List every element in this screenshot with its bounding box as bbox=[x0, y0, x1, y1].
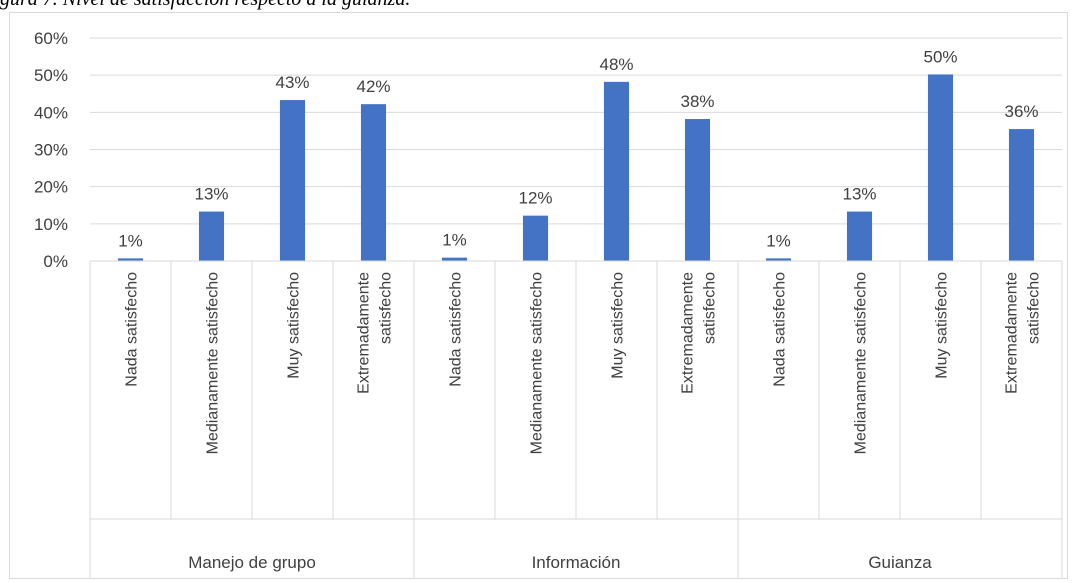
gridlines bbox=[90, 37, 1062, 225]
bar bbox=[927, 74, 954, 261]
group-labels: Manejo de grupo Información Guianza bbox=[188, 553, 932, 572]
y-tick-label: 40% bbox=[34, 103, 68, 122]
group-label: Guianza bbox=[868, 553, 932, 572]
y-tick-label: 0% bbox=[43, 252, 68, 271]
data-label: 36% bbox=[1004, 102, 1038, 121]
data-label: 13% bbox=[842, 185, 876, 204]
data-label: 1% bbox=[442, 231, 467, 250]
category-label: Muy satisfecho bbox=[610, 272, 627, 379]
category-axis bbox=[89, 260, 1063, 578]
y-tick-label: 30% bbox=[34, 141, 68, 160]
data-label: 50% bbox=[923, 47, 957, 66]
category-labels: Nada satisfecho Medianamente satisfecho Mu… bbox=[124, 272, 1043, 454]
figure-caption: gura 7. Nivel de satisfacción respecto a… bbox=[0, 0, 1075, 12]
bar bbox=[441, 257, 468, 261]
category-label: Medianamente satisfecho bbox=[205, 272, 222, 454]
bar bbox=[603, 81, 630, 262]
data-labels: 1% 13% 43% 42% 1% 12% 48% 38% 1% 13% 50% 36% bbox=[118, 47, 1038, 250]
bar bbox=[522, 215, 549, 261]
data-label: 48% bbox=[599, 55, 633, 74]
chart-frame bbox=[9, 12, 1068, 579]
bar bbox=[360, 104, 387, 261]
bars bbox=[117, 74, 1035, 262]
data-label: 12% bbox=[518, 189, 552, 208]
category-label: Extremadamente satisfecho bbox=[1004, 272, 1043, 394]
bar bbox=[1008, 129, 1035, 261]
bar bbox=[279, 100, 306, 262]
data-label: 42% bbox=[356, 77, 390, 96]
bar bbox=[765, 258, 792, 261]
bar bbox=[684, 119, 711, 261]
y-tick-label: 20% bbox=[34, 178, 68, 197]
y-tick-label: 50% bbox=[34, 66, 68, 85]
data-label: 38% bbox=[680, 92, 714, 111]
category-label: Medianamente satisfecho bbox=[853, 272, 870, 454]
category-label: Nada satisfecho bbox=[124, 272, 141, 387]
y-axis-tick-labels: 0% 10% 20% 30% 40% 50% 60% bbox=[34, 29, 68, 271]
group-label: Manejo de grupo bbox=[188, 553, 316, 572]
y-tick-label: 60% bbox=[34, 29, 68, 48]
bar bbox=[846, 211, 873, 261]
group-label: Información bbox=[532, 553, 621, 572]
bar bbox=[117, 258, 144, 261]
data-label: 43% bbox=[275, 73, 309, 92]
data-label: 13% bbox=[194, 185, 228, 204]
category-label: Nada satisfecho bbox=[772, 272, 789, 387]
category-label: Extremadamente satisfecho bbox=[356, 272, 395, 394]
category-label: Nada satisfecho bbox=[448, 272, 465, 387]
bar bbox=[198, 211, 225, 261]
y-tick-label: 10% bbox=[34, 215, 68, 234]
category-label: Medianamente satisfecho bbox=[529, 272, 546, 454]
data-label: 1% bbox=[766, 231, 791, 250]
category-label: Muy satisfecho bbox=[934, 272, 951, 379]
data-label: 1% bbox=[118, 231, 143, 250]
category-label: Muy satisfecho bbox=[286, 272, 303, 379]
category-label: Extremadamente satisfecho bbox=[680, 272, 719, 394]
